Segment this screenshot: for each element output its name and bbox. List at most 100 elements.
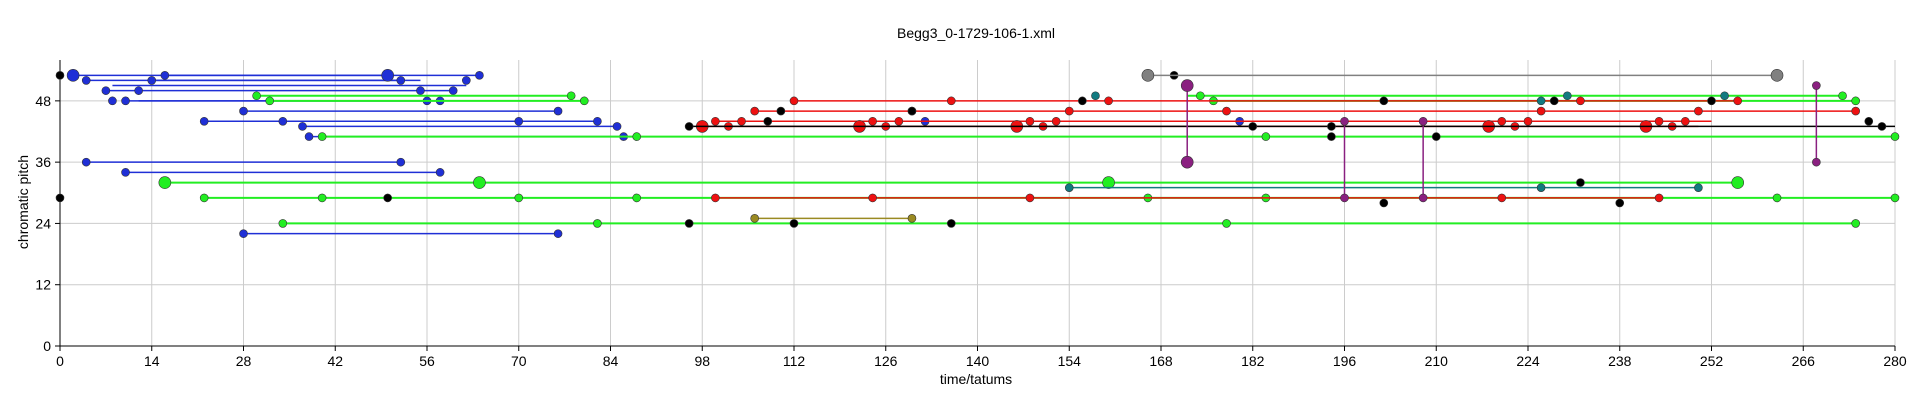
note-point-green [566, 91, 576, 101]
note-point-red [894, 116, 904, 126]
note-point-green [1102, 176, 1115, 189]
note-point-blue [514, 116, 524, 126]
note-point-green [1261, 132, 1271, 141]
note-point-black [1877, 122, 1887, 131]
note-point-blue [612, 122, 622, 131]
series-layer [55, 69, 1900, 238]
note-point-blue [134, 86, 143, 95]
note-point-red [711, 193, 720, 203]
x-tick-label: 238 [1608, 353, 1632, 369]
x-tick-label: 280 [1883, 353, 1907, 369]
x-tick-label: 98 [694, 353, 710, 369]
note-point-red [1051, 116, 1061, 126]
note-point-red [1025, 193, 1035, 203]
note-point-black [1576, 178, 1585, 187]
x-tick-label: 126 [874, 353, 898, 369]
note-point-blue [304, 132, 314, 141]
note-point-teal [1536, 183, 1546, 192]
y-tick-label: 12 [35, 277, 51, 293]
note-point-red [711, 116, 720, 126]
note-point-blue [381, 69, 394, 82]
note-point-red [1222, 106, 1231, 116]
note-point-red [1025, 116, 1035, 126]
note-point-red [946, 96, 956, 106]
note-point-green [632, 193, 642, 203]
note-point-green [317, 193, 327, 203]
chart-title: Begg3_0-1729-106-1.xml [897, 25, 1055, 41]
note-point-green [158, 176, 172, 189]
note-point-red [1536, 106, 1546, 116]
x-axis-label: time/tatums [940, 371, 1012, 387]
note-point-red [1104, 96, 1113, 106]
note-point-blue [278, 116, 288, 126]
note-point-olive [750, 214, 759, 223]
note-point-green [1731, 176, 1745, 189]
x-tick-label: 56 [419, 353, 435, 369]
note-point-black [1327, 132, 1336, 141]
note-point-blue [239, 106, 248, 116]
note-point-gray [1770, 69, 1784, 82]
x-tick-label: 84 [603, 353, 619, 369]
x-tick-label: 28 [236, 353, 252, 369]
note-point-red [750, 106, 759, 116]
note-point-black [684, 219, 694, 228]
x-tick-label: 252 [1700, 353, 1724, 369]
note-point-teal [1720, 91, 1729, 101]
note-point-blue [66, 69, 80, 82]
note-point-black [1327, 122, 1336, 131]
note-point-black [1615, 198, 1625, 208]
note-point-green [1851, 219, 1860, 228]
x-tick-label: 42 [327, 353, 343, 369]
note-point-blue [239, 229, 248, 238]
note-point-purple [1418, 193, 1428, 203]
note-point-olive [907, 214, 917, 223]
note-point-purple [1180, 155, 1194, 169]
note-point-gray [1141, 69, 1155, 82]
note-point-red [1497, 193, 1507, 203]
note-point-purple [1812, 157, 1821, 167]
x-tick-label: 168 [1149, 353, 1173, 369]
note-point-blue [81, 76, 91, 85]
note-point-black [907, 106, 917, 116]
note-point-green [579, 96, 589, 106]
note-point-blue [81, 157, 91, 167]
x-tick-label: 210 [1425, 353, 1449, 369]
y-tick-label: 0 [43, 338, 51, 354]
note-point-blue [147, 76, 157, 85]
note-point-blue [553, 106, 563, 116]
note-point-purple [1180, 79, 1194, 92]
y-axis-label: chromatic pitch [15, 155, 31, 249]
note-point-black [1707, 96, 1716, 106]
note-point-black [55, 193, 65, 203]
note-point-blue [160, 71, 170, 80]
note-point-teal [1091, 91, 1100, 101]
note-point-green [278, 219, 288, 228]
note-point-black [789, 219, 799, 228]
y-tick-label: 36 [35, 154, 51, 170]
x-tick-label: 182 [1241, 353, 1265, 369]
note-point-green [1851, 96, 1860, 106]
note-point-red [1733, 96, 1743, 106]
note-point-red [1654, 193, 1664, 203]
note-point-black [1549, 96, 1559, 106]
note-point-red [1064, 106, 1074, 116]
note-point-blue [416, 86, 425, 95]
note-point-green [252, 91, 261, 101]
note-point-teal [1563, 91, 1572, 101]
note-point-green [265, 96, 275, 106]
note-point-teal [1064, 183, 1074, 192]
note-point-blue [396, 76, 406, 85]
x-tick-label: 112 [783, 353, 806, 369]
note-point-black [684, 122, 694, 131]
note-point-black [763, 116, 773, 126]
note-point-red [868, 193, 877, 203]
note-point-blue [298, 122, 307, 131]
note-point-green [1890, 132, 1900, 141]
note-point-green [1222, 219, 1231, 228]
note-point-green [1838, 91, 1847, 101]
note-point-red [868, 116, 877, 126]
note-point-blue [108, 96, 117, 106]
x-tick-label: 224 [1516, 353, 1540, 369]
